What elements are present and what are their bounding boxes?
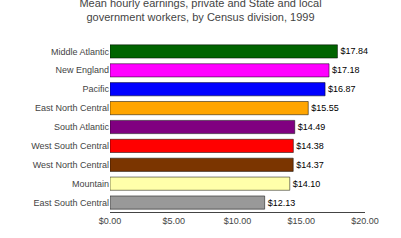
svg-text:$17.84: $17.84 bbox=[340, 46, 368, 56]
svg-text:$0.00: $0.00 bbox=[99, 216, 122, 226]
svg-text:East South Central: East South Central bbox=[33, 198, 109, 208]
svg-text:$20.00: $20.00 bbox=[351, 216, 379, 226]
svg-text:$5.00: $5.00 bbox=[162, 216, 185, 226]
svg-text:West North Central: West North Central bbox=[33, 160, 109, 170]
svg-text:$14.37: $14.37 bbox=[296, 160, 324, 170]
svg-text:Mean hourly earnings, private: Mean hourly earnings, private and State … bbox=[79, 0, 321, 23]
svg-text:$14.49: $14.49 bbox=[298, 122, 326, 132]
svg-text:$10.00: $10.00 bbox=[224, 216, 252, 226]
svg-text:$17.18: $17.18 bbox=[332, 65, 360, 75]
svg-text:West South Central: West South Central bbox=[31, 141, 109, 151]
svg-text:Mountain: Mountain bbox=[72, 179, 109, 189]
svg-text:$15.00: $15.00 bbox=[287, 216, 315, 226]
svg-text:$14.38: $14.38 bbox=[296, 141, 324, 151]
svg-text:Pacific: Pacific bbox=[82, 84, 109, 94]
svg-text:East North Central: East North Central bbox=[35, 103, 109, 113]
svg-text:$16.87: $16.87 bbox=[328, 84, 356, 94]
svg-text:Middle Atlantic: Middle Atlantic bbox=[51, 47, 110, 57]
svg-text:New England: New England bbox=[55, 65, 109, 75]
svg-text:South Atlantic: South Atlantic bbox=[54, 122, 110, 132]
svg-text:$15.55: $15.55 bbox=[311, 103, 339, 113]
svg-text:$14.10: $14.10 bbox=[293, 179, 321, 189]
svg-text:$12.13: $12.13 bbox=[268, 198, 296, 208]
